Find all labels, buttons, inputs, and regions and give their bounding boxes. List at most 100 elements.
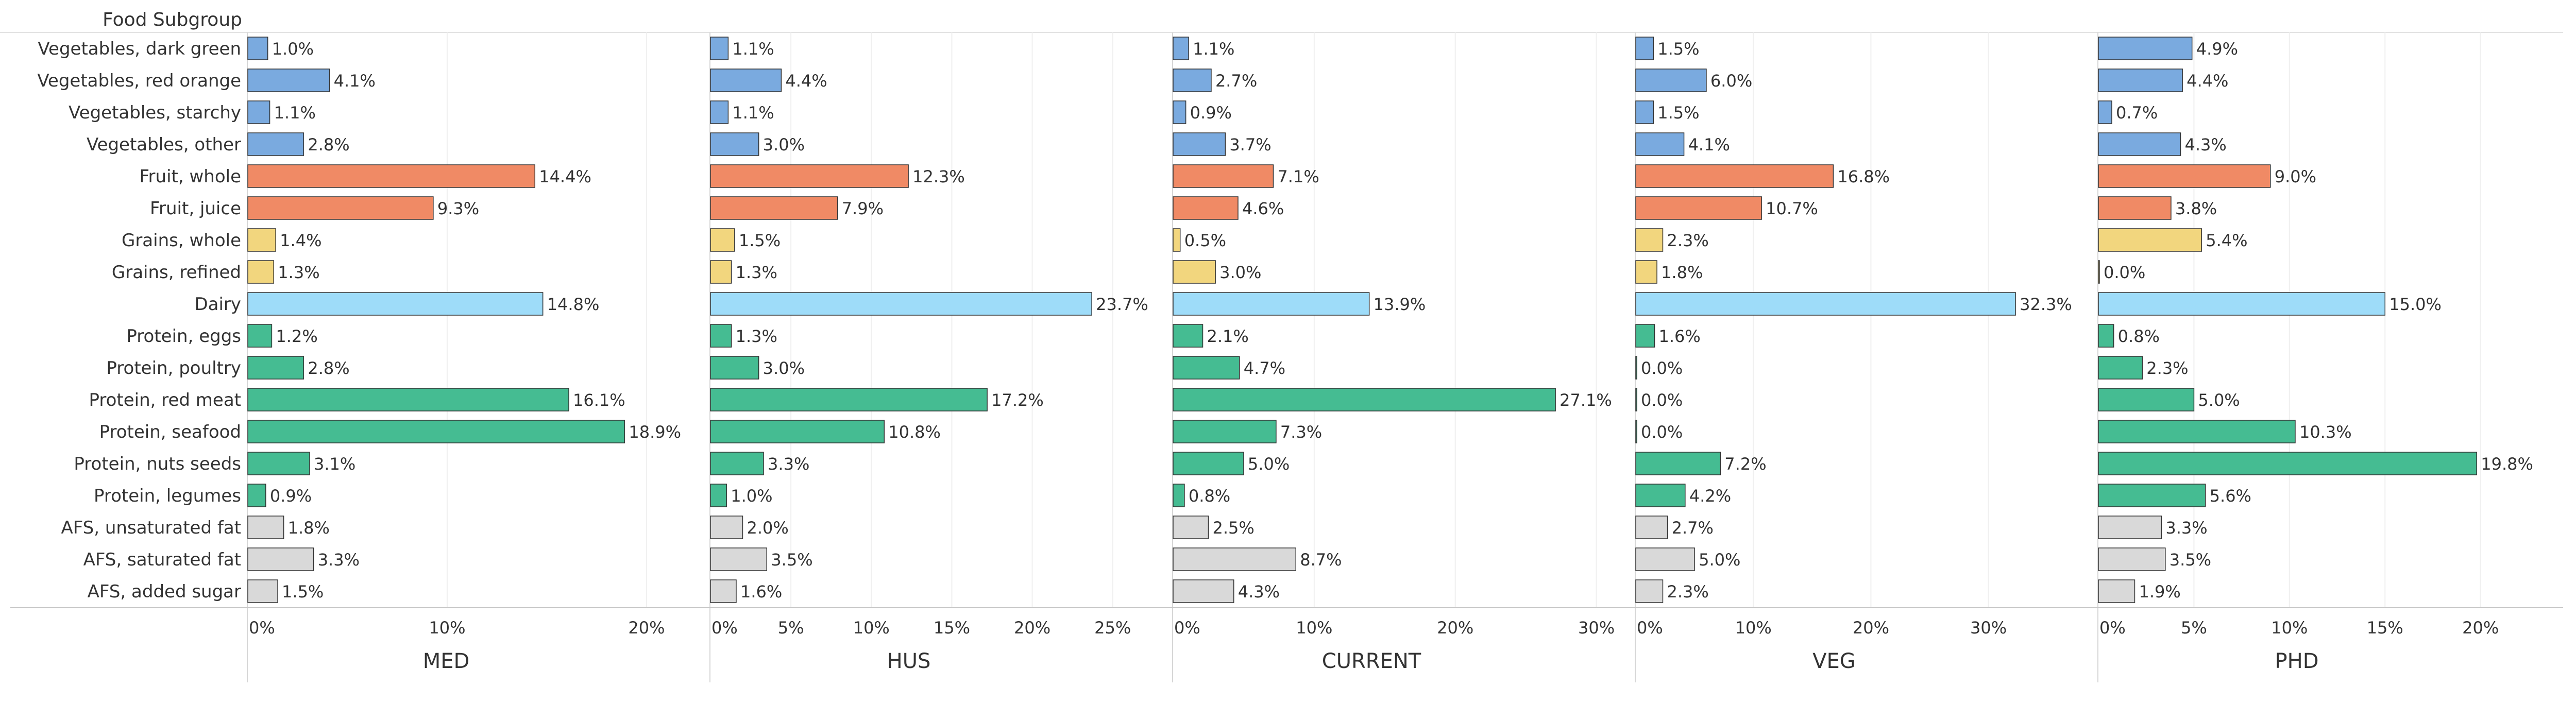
- bar-veg: [1635, 228, 1664, 252]
- value-label: 1.5%: [1657, 103, 1699, 123]
- value-label: 3.0%: [763, 135, 805, 154]
- value-label: 4.3%: [1238, 582, 1280, 602]
- value-label: 2.8%: [308, 358, 349, 378]
- tick-label: 10%: [1296, 618, 1332, 638]
- value-label: 1.3%: [278, 263, 319, 282]
- value-label: 1.1%: [732, 39, 774, 59]
- panel-title-phd: PHD: [2275, 649, 2319, 673]
- tick-label: 10%: [1735, 618, 1772, 638]
- bar-hus: [710, 196, 838, 220]
- category-label: AFS, saturated fat: [83, 550, 241, 570]
- bar-hus: [710, 164, 909, 188]
- bar-med: [247, 579, 278, 603]
- bar-phd: [2098, 516, 2162, 539]
- bar-hus: [710, 420, 885, 443]
- bar-phd: [2098, 228, 2202, 252]
- bar-current: [1173, 100, 1187, 124]
- tick-label: 0%: [2099, 618, 2126, 638]
- bar-phd: [2098, 579, 2136, 603]
- tick-label: 10%: [2271, 618, 2308, 638]
- value-label: 3.3%: [2165, 518, 2207, 538]
- value-label: 2.7%: [1215, 71, 1257, 91]
- bar-phd: [2098, 452, 2477, 475]
- category-label: Vegetables, other: [87, 134, 241, 155]
- bar-med: [247, 388, 569, 411]
- category-label: Protein, seafood: [99, 422, 241, 442]
- bar-med: [247, 452, 310, 475]
- bar-veg: [1635, 516, 1668, 539]
- value-label: 2.7%: [1672, 518, 1714, 538]
- value-label: 0.9%: [1190, 103, 1232, 123]
- value-label: 1.2%: [276, 327, 317, 346]
- category-label: Vegetables, red orange: [37, 71, 241, 91]
- bar-veg: [1635, 324, 1655, 348]
- value-label: 0.0%: [2104, 263, 2145, 282]
- value-label: 32.3%: [2020, 295, 2072, 314]
- tick-label: 30%: [1578, 618, 1615, 638]
- panel-title-current: CURRENT: [1322, 649, 1421, 673]
- row-header: Food Subgroup: [103, 9, 242, 30]
- value-label: 7.9%: [842, 199, 884, 218]
- category-label: Vegetables, dark green: [38, 39, 241, 59]
- bar-phd: [2098, 547, 2166, 571]
- value-label: 2.3%: [1667, 231, 1708, 250]
- value-label: 2.3%: [2146, 358, 2188, 378]
- value-label: 1.0%: [731, 486, 772, 506]
- bar-hus: [710, 388, 988, 411]
- bar-veg: [1635, 452, 1721, 475]
- bar-med: [247, 547, 314, 571]
- bar-med: [247, 516, 284, 539]
- tick-label: 30%: [1970, 618, 2007, 638]
- value-label: 17.2%: [991, 390, 1044, 410]
- panel-title-hus: HUS: [887, 649, 931, 673]
- tick-label: 20%: [1437, 618, 1473, 638]
- bar-veg: [1635, 388, 1637, 411]
- tick-label: 15%: [934, 618, 970, 638]
- bar-med: [247, 196, 434, 220]
- value-label: 4.6%: [1242, 199, 1284, 218]
- bar-phd: [2098, 100, 2112, 124]
- bar-med: [247, 132, 304, 156]
- bar-hus: [710, 68, 782, 92]
- value-label: 1.0%: [272, 39, 314, 59]
- bar-veg: [1635, 579, 1664, 603]
- bar-veg: [1635, 356, 1637, 380]
- value-label: 4.1%: [334, 71, 376, 91]
- value-label: 1.4%: [280, 231, 321, 250]
- category-label: AFS, unsaturated fat: [61, 518, 241, 538]
- tick-label: 0%: [711, 618, 738, 638]
- value-label: 3.0%: [1219, 263, 1261, 282]
- tick-label: 20%: [628, 618, 665, 638]
- bar-phd: [2098, 292, 2385, 316]
- bar-current: [1173, 579, 1234, 603]
- value-label: 14.4%: [539, 167, 591, 186]
- value-label: 12.3%: [912, 167, 965, 186]
- bar-med: [247, 292, 544, 316]
- tick-label: 20%: [1014, 618, 1050, 638]
- bar-veg: [1635, 37, 1654, 60]
- value-label: 1.1%: [732, 103, 774, 123]
- bar-med: [247, 484, 266, 507]
- bar-veg: [1635, 68, 1707, 92]
- value-label: 1.5%: [739, 231, 781, 250]
- bar-veg: [1635, 420, 1637, 443]
- bar-med: [247, 164, 535, 188]
- category-label: Grains, refined: [112, 262, 241, 283]
- panel-title-veg: VEG: [1812, 649, 1856, 673]
- category-label: Protein, poultry: [106, 358, 241, 379]
- bar-hus: [710, 228, 735, 252]
- bar-veg: [1635, 196, 1762, 220]
- bar-current: [1173, 547, 1296, 571]
- value-label: 3.0%: [763, 358, 805, 378]
- tick-label: 0%: [1174, 618, 1200, 638]
- category-label: Protein, red meat: [89, 390, 241, 410]
- value-label: 1.9%: [2139, 582, 2180, 602]
- value-label: 1.3%: [736, 263, 777, 282]
- bar-med: [247, 356, 304, 380]
- bar-current: [1173, 292, 1370, 316]
- value-label: 4.1%: [1688, 135, 1730, 154]
- value-label: 4.7%: [1244, 358, 1285, 378]
- value-label: 3.1%: [314, 454, 355, 474]
- tick-label: 0%: [1637, 618, 1663, 638]
